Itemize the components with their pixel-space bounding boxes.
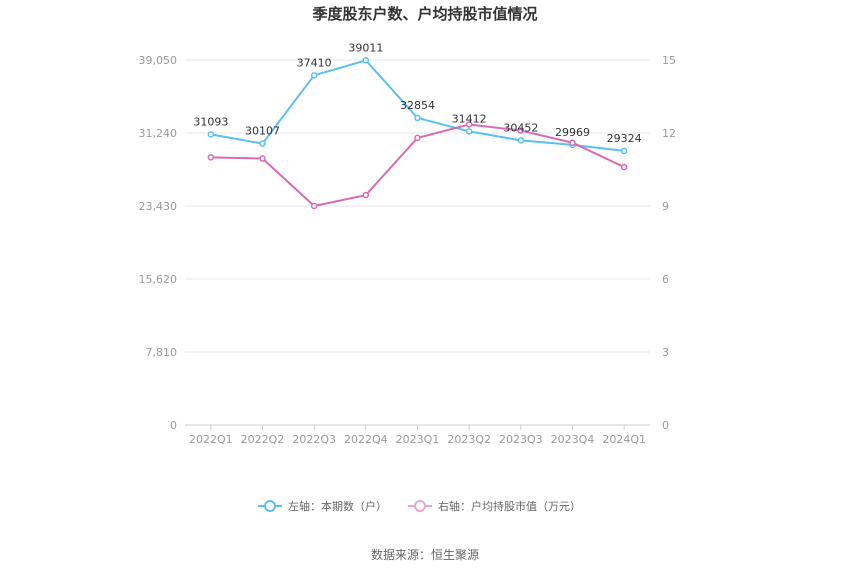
left-tick-label: 23,430 bbox=[139, 200, 178, 213]
right-axis: 0 3 6 9 12 15 bbox=[662, 54, 676, 432]
legend-marker-icon bbox=[264, 500, 276, 512]
legend-label-avg-value: 右轴：户均持股市值（万元） bbox=[438, 499, 581, 513]
data-point bbox=[362, 57, 370, 64]
data-point bbox=[620, 147, 628, 155]
data-point bbox=[207, 154, 215, 161]
data-label: 39011 bbox=[348, 41, 383, 54]
left-tick-label: 0 bbox=[170, 419, 177, 432]
x-tick-label: 2022Q3 bbox=[292, 433, 336, 446]
legend-item-avg-value[interactable]: 右轴：户均持股市值（万元） bbox=[408, 499, 581, 513]
left-tick-label: 39,050 bbox=[139, 54, 178, 67]
data-point bbox=[259, 155, 266, 162]
x-tick-label: 2022Q1 bbox=[189, 433, 233, 446]
data-label: 30107 bbox=[245, 125, 280, 138]
x-tick-label: 2023Q1 bbox=[396, 433, 440, 446]
data-label: 29969 bbox=[555, 126, 590, 139]
data-labels: 31093 30107 37410 39011 32854 31412 30452 29969… bbox=[193, 41, 641, 145]
data-point bbox=[310, 202, 318, 210]
right-tick-label: 9 bbox=[662, 200, 669, 213]
legend[interactable]: 左轴：本期数（户） 右轴：户均持股市值（万元） bbox=[258, 499, 581, 513]
x-tick-label: 2022Q4 bbox=[344, 433, 388, 446]
legend-label-households: 左轴：本期数（户） bbox=[288, 499, 387, 513]
right-tick-label: 3 bbox=[662, 346, 669, 359]
data-point bbox=[465, 121, 473, 128]
x-axis: 2022Q1 2022Q2 2022Q3 2022Q4 2023Q1 2023Q2 2023… bbox=[189, 425, 646, 446]
left-tick-label: 15,620 bbox=[139, 273, 178, 286]
x-tick-label: 2023Q3 bbox=[499, 433, 543, 446]
right-tick-label: 0 bbox=[662, 419, 669, 432]
data-point bbox=[414, 114, 421, 122]
source-note: 数据来源：恒生聚源 bbox=[371, 547, 479, 562]
data-label: 29324 bbox=[607, 132, 642, 145]
data-point bbox=[465, 128, 473, 135]
x-tick-label: 2022Q2 bbox=[241, 433, 285, 446]
data-point bbox=[362, 191, 370, 199]
series-layer bbox=[207, 57, 628, 210]
data-point bbox=[620, 163, 628, 171]
legend-marker-icon bbox=[414, 500, 426, 512]
data-point bbox=[310, 72, 318, 79]
data-label: 30452 bbox=[503, 121, 538, 134]
data-label: 31412 bbox=[452, 112, 487, 125]
left-axis: 0 7,810 15,620 23,430 31,240 39,050 bbox=[139, 54, 178, 432]
data-label: 37410 bbox=[297, 56, 332, 69]
left-tick-label: 31,240 bbox=[139, 127, 178, 140]
data-point bbox=[569, 139, 576, 146]
data-point bbox=[517, 137, 525, 144]
right-tick-label: 12 bbox=[662, 127, 676, 140]
chart-title: 季度股东户数、户均持股市值情况 bbox=[312, 5, 537, 23]
right-tick-label: 6 bbox=[662, 273, 669, 286]
data-label: 31093 bbox=[193, 115, 228, 128]
data-label: 32854 bbox=[400, 99, 435, 112]
data-point bbox=[207, 131, 215, 138]
data-point bbox=[517, 127, 525, 134]
legend-item-households[interactable]: 左轴：本期数（户） bbox=[258, 499, 387, 513]
x-tick-label: 2023Q2 bbox=[447, 433, 491, 446]
data-point bbox=[259, 140, 266, 147]
x-tick-label: 2024Q1 bbox=[602, 433, 646, 446]
right-tick-label: 15 bbox=[662, 54, 676, 67]
x-tick-label: 2023Q4 bbox=[551, 433, 595, 446]
data-point bbox=[414, 134, 421, 142]
left-tick-label: 7,810 bbox=[146, 346, 178, 359]
